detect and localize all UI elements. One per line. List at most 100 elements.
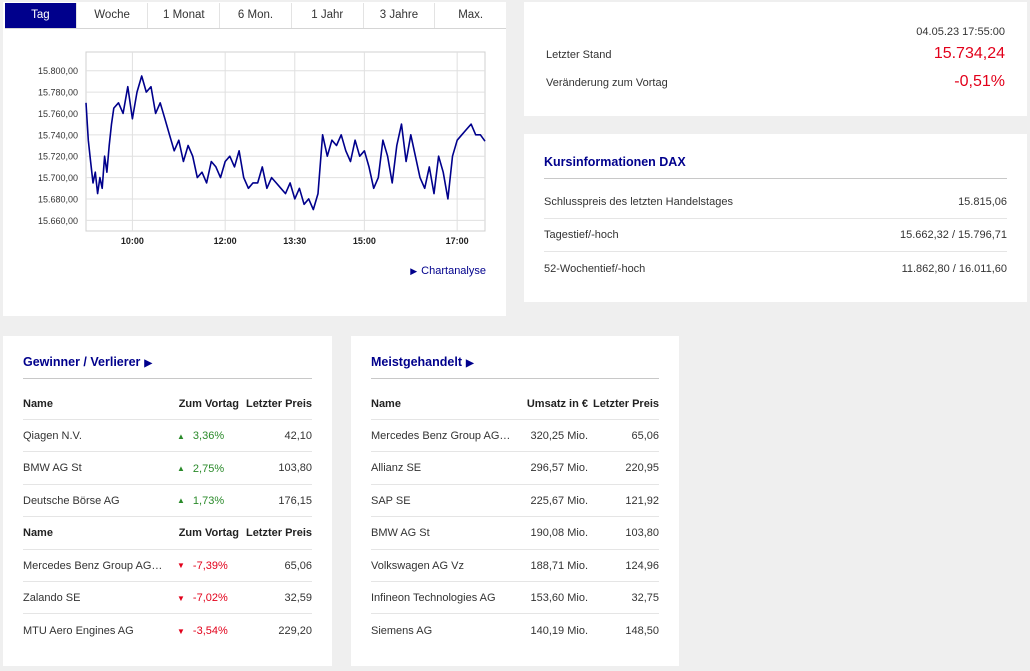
info-label: Schlusspreis des letzten Handelstages bbox=[544, 196, 733, 208]
stock-name: MTU Aero Engines AG bbox=[23, 624, 134, 637]
stock-price: 42,10 bbox=[284, 429, 312, 442]
stock-price: 220,95 bbox=[625, 462, 659, 475]
x-tick-label: 12:00 bbox=[214, 236, 237, 246]
divider bbox=[544, 178, 1007, 179]
divider bbox=[23, 378, 312, 379]
table-header-row: Name Zum Vortag Letzter Preis bbox=[23, 388, 312, 420]
table-row[interactable]: BMW AG St ▲ 2,75% 103,80 bbox=[23, 453, 312, 485]
stock-name: Volkswagen AG Vz bbox=[371, 559, 464, 572]
info-value: 15.662,32 / 15.796,71 bbox=[899, 229, 1007, 241]
y-tick-label: 15.740,00 bbox=[38, 130, 78, 140]
kursinformationen-panel: Kursinformationen DAX Schlusspreis des l… bbox=[524, 134, 1027, 302]
table-row[interactable]: Zalando SE ▼ -7,02% 32,59 bbox=[23, 582, 312, 615]
table-row[interactable]: BMW AG St 190,08 Mio. 103,80 bbox=[371, 518, 659, 550]
stock-volume: 190,08 Mio. bbox=[530, 527, 588, 540]
chartanalyse-link[interactable]: ▶ Chartanalyse bbox=[410, 265, 486, 277]
tab-tag[interactable]: Tag bbox=[5, 3, 77, 28]
stock-change: -7,02% bbox=[192, 592, 228, 605]
col-header-price: Letzter Preis bbox=[245, 527, 312, 540]
info-row: Schlusspreis des letzten Handelstages 15… bbox=[544, 186, 1007, 219]
table-row[interactable]: Allianz SE 296,57 Mio. 220,95 bbox=[371, 453, 659, 485]
plot-frame bbox=[85, 51, 486, 232]
stock-name: SAP SE bbox=[371, 494, 411, 507]
stock-name: Zalando SE bbox=[23, 591, 81, 604]
tab-max[interactable]: Max. bbox=[435, 3, 507, 28]
stock-change: 2,75% bbox=[192, 462, 225, 475]
table-header-row: Name Zum Vortag Letzter Preis bbox=[23, 518, 312, 550]
timeframe-tabs: Tag Woche 1 Monat 6 Mon. 1 Jahr 3 Jahre … bbox=[5, 3, 507, 29]
info-label: Tagestief/-hoch bbox=[544, 229, 619, 241]
most-traded-title: Meistgehandelt bbox=[371, 355, 462, 369]
triangle-up-icon: ▲ bbox=[177, 431, 185, 441]
col-header-name: Name bbox=[23, 397, 53, 410]
info-row: 52-Wochentief/-hoch 11.862,80 / 16.011,6… bbox=[544, 252, 1007, 285]
price-line bbox=[85, 75, 486, 211]
tab-1-jahr[interactable]: 1 Jahr bbox=[291, 3, 364, 28]
stock-price: 148,50 bbox=[625, 624, 659, 637]
triangle-down-icon: ▼ bbox=[177, 593, 185, 603]
gainers-losers-panel: Gewinner / Verlierer ▶ Name Zum Vortag Le… bbox=[3, 336, 332, 666]
col-header-name: Name bbox=[371, 397, 401, 410]
table-row[interactable]: Volkswagen AG Vz 188,71 Mio. 124,96 bbox=[371, 550, 659, 582]
col-header-volume: Umsatz in € bbox=[526, 397, 588, 410]
intraday-chart: 15.660,00 15.680,00 15.700,00 15.720,00 15.7… bbox=[38, 51, 486, 246]
last-price-row: Letzter Stand 15.734,24 bbox=[546, 45, 1005, 63]
play-icon: ▶ bbox=[410, 266, 418, 276]
table-row[interactable]: Mercedes Benz Group AG ... ▼ -7,39% 65,06 bbox=[23, 550, 312, 582]
gainers-losers-title-link[interactable]: Gewinner / Verlierer ▶ bbox=[23, 355, 152, 369]
tab-6-mon[interactable]: 6 Mon. bbox=[220, 3, 292, 28]
chart-panel: Tag Woche 1 Monat 6 Mon. 1 Jahr 3 Jahre … bbox=[3, 2, 507, 316]
stock-change: -7,39% bbox=[192, 559, 228, 572]
info-row: Tagestief/-hoch 15.662,32 / 15.796,71 bbox=[544, 219, 1007, 252]
x-tick-label: 15:00 bbox=[353, 236, 376, 246]
stock-name: BMW AG St bbox=[23, 462, 82, 475]
triangle-up-icon: ▲ bbox=[177, 464, 185, 474]
stock-price: 65,06 bbox=[284, 559, 312, 572]
triangle-down-icon: ▼ bbox=[177, 626, 185, 636]
tab-3-jahre[interactable]: 3 Jahre bbox=[363, 3, 436, 28]
stock-name: Deutsche Börse AG bbox=[23, 494, 120, 507]
stock-volume: 225,67 Mio. bbox=[530, 494, 588, 507]
table-row[interactable]: Deutsche Börse AG ▲ 1,73% 176,15 bbox=[23, 485, 312, 518]
play-icon: ▶ bbox=[144, 358, 153, 369]
y-tick-label: 15.760,00 bbox=[38, 109, 78, 119]
y-tick-label: 15.700,00 bbox=[38, 173, 78, 183]
y-tick-label: 15.800,00 bbox=[38, 66, 78, 76]
col-header-change: Zum Vortag bbox=[178, 527, 239, 540]
table-row[interactable]: Siemens AG 140,19 Mio. 148,50 bbox=[371, 615, 659, 647]
tab-1-monat[interactable]: 1 Monat bbox=[148, 3, 221, 28]
stock-change: 1,73% bbox=[192, 494, 225, 507]
change-row: Veränderung zum Vortag -0,51% bbox=[546, 73, 1005, 91]
table-row[interactable]: Mercedes Benz Group AG ... 320,25 Mio. 6… bbox=[371, 420, 659, 453]
triangle-down-icon: ▼ bbox=[177, 561, 185, 571]
info-value: 15.815,06 bbox=[958, 196, 1007, 208]
y-tick-label: 15.680,00 bbox=[38, 194, 78, 204]
x-tick-label: 10:00 bbox=[121, 236, 144, 246]
y-tick-label: 15.780,00 bbox=[38, 88, 78, 98]
stock-name: Mercedes Benz Group AG ... bbox=[371, 429, 511, 442]
stock-name: Mercedes Benz Group AG ... bbox=[23, 559, 163, 572]
stock-price: 103,80 bbox=[625, 527, 659, 540]
stock-name: BMW AG St bbox=[371, 527, 430, 540]
table-row[interactable]: SAP SE 225,67 Mio. 121,92 bbox=[371, 485, 659, 518]
col-header-change: Zum Vortag bbox=[178, 397, 239, 410]
info-title: Kursinformationen DAX bbox=[544, 155, 686, 169]
most-traded-title-link[interactable]: Meistgehandelt ▶ bbox=[371, 355, 474, 369]
stock-price: 65,06 bbox=[631, 429, 659, 442]
stock-volume: 153,60 Mio. bbox=[530, 591, 588, 604]
last-price-value: 15.734,24 bbox=[933, 45, 1005, 62]
stock-change: 3,36% bbox=[192, 430, 225, 443]
stock-name: Allianz SE bbox=[371, 462, 422, 475]
stock-price: 32,75 bbox=[631, 591, 659, 604]
table-row[interactable]: MTU Aero Engines AG ▼ -3,54% 229,20 bbox=[23, 615, 312, 647]
table-header-row: Name Umsatz in € Letzter Preis bbox=[371, 388, 659, 420]
stock-price: 121,92 bbox=[625, 494, 659, 507]
table-row[interactable]: Qiagen N.V. ▲ 3,36% 42,10 bbox=[23, 420, 312, 453]
table-row[interactable]: Infineon Technologies AG 153,60 Mio. 32,… bbox=[371, 582, 659, 615]
tab-woche[interactable]: Woche bbox=[76, 3, 149, 28]
stock-volume: 140,19 Mio. bbox=[530, 624, 588, 637]
y-tick-label: 15.720,00 bbox=[38, 152, 78, 162]
stock-volume: 296,57 Mio. bbox=[530, 462, 588, 475]
stock-name: Infineon Technologies AG bbox=[371, 591, 496, 604]
most-traded-panel: Meistgehandelt ▶ Name Umsatz in € Letzter… bbox=[351, 336, 679, 666]
